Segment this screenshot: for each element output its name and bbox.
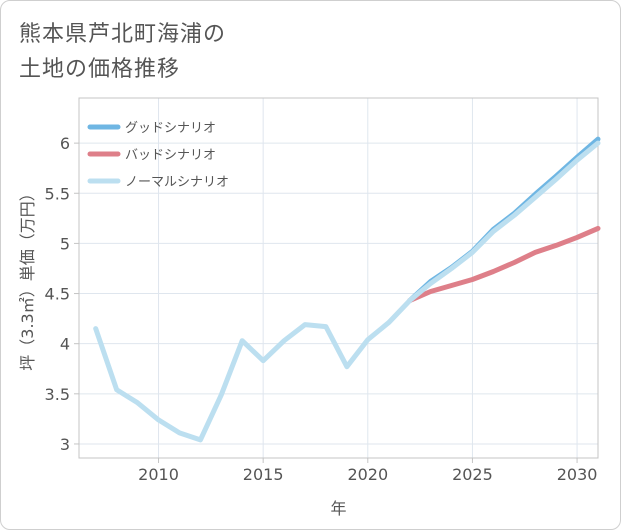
series-lines — [93, 136, 601, 443]
y-tick-label: 5 — [60, 234, 70, 253]
y-tick-label: 6 — [60, 134, 70, 153]
grid-lines — [79, 98, 598, 458]
y-tick-label: 3.5 — [45, 385, 70, 404]
x-axis-label: 年 — [330, 499, 346, 518]
series-line-2 — [93, 140, 601, 443]
title-line-1: 熊本県芦北町海浦の — [19, 22, 227, 47]
x-tick-label: 2015 — [243, 465, 284, 484]
y-axis-label: 坪（3.3㎡）単価（万円） — [18, 185, 37, 370]
x-tick-label: 2030 — [557, 465, 598, 484]
y-tick-label: 5.5 — [45, 184, 70, 203]
y-tick-label: 4.5 — [45, 285, 70, 304]
x-tick-label: 2010 — [138, 465, 179, 484]
chart-title: 熊本県芦北町海浦の 土地の価格推移 — [19, 17, 226, 87]
x-tick-label: 2020 — [347, 465, 388, 484]
y-tick-label: 3 — [60, 435, 70, 454]
x-axis-ticks: 2010 2015 2020 2025 2030 — [138, 458, 597, 484]
legend-label-0: グッドシナリオ — [125, 121, 216, 136]
y-tick-label: 4 — [60, 335, 70, 354]
title-line-2: 土地の価格推移 — [19, 57, 181, 82]
plot-area-frame — [78, 97, 599, 459]
series-line-1 — [407, 225, 601, 304]
legend-label-2: ノーマルシナリオ — [125, 175, 229, 190]
legend-label-1: バッドシナリオ — [125, 148, 216, 163]
x-tick-label: 2025 — [452, 465, 493, 484]
y-axis-ticks: 3 3.5 4 4.5 5 5.5 6 — [45, 134, 79, 454]
